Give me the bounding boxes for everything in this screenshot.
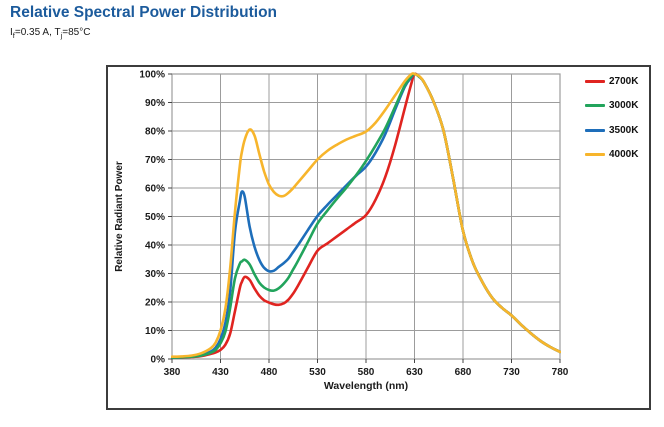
- x-tick-label: 780: [552, 367, 569, 378]
- legend-item-3000k: 3000K: [585, 94, 638, 119]
- legend-item-4000k: 4000K: [585, 143, 638, 168]
- page-title: Relative Spectral Power Distribution: [10, 4, 278, 21]
- y-tick-label: 90%: [145, 98, 165, 109]
- y-axis-title: Relative Radiant Power: [114, 161, 125, 272]
- x-axis-title: Wavelength (nm): [324, 380, 408, 392]
- y-tick-label: 100%: [139, 70, 165, 81]
- page-subtitle: If=0.35 A, Tj=85°C: [10, 27, 90, 40]
- legend-label: 2700K: [609, 75, 639, 87]
- x-tick-label: 680: [455, 367, 472, 378]
- chart-frame: 380 430 480 530 580 630 680 730 780 0% 10% 20% 30% 40…: [106, 65, 651, 410]
- legend-label: 4000K: [609, 149, 639, 161]
- subtitle-symbol-if: I: [10, 27, 13, 38]
- legend-swatch: [585, 153, 605, 157]
- legend-item-3500k: 3500K: [585, 118, 638, 143]
- y-tick-label: 50%: [145, 212, 165, 223]
- y-tick-label: 20%: [145, 298, 165, 309]
- y-tick-label: 70%: [145, 155, 165, 166]
- x-tick-label: 630: [406, 367, 423, 378]
- y-tick-label: 40%: [145, 241, 165, 252]
- x-tick-label: 530: [309, 367, 326, 378]
- subtitle-tail: =85°C: [62, 27, 91, 38]
- y-tick-label: 10%: [145, 326, 165, 337]
- chart-canvas: 380 430 480 530 580 630 680 730 780 0% 10% 20% 30% 40…: [114, 70, 569, 393]
- legend-swatch: [585, 128, 605, 132]
- y-tick-label: 60%: [145, 184, 165, 195]
- x-tick-label: 430: [212, 367, 229, 378]
- x-tick-label: 580: [358, 367, 375, 378]
- x-tick-label: 730: [503, 367, 520, 378]
- y-tick-label: 30%: [145, 269, 165, 280]
- x-tick-label: 380: [164, 367, 181, 378]
- subtitle-sub-f: f: [12, 31, 15, 40]
- legend-swatch: [585, 79, 605, 83]
- x-tick-label: 480: [261, 367, 278, 378]
- legend-label: 3500K: [609, 124, 639, 136]
- series-line-4000K: [171, 72, 561, 358]
- y-tick-label: 80%: [145, 127, 165, 138]
- legend-swatch: [585, 104, 605, 108]
- chart-legend: 2700K 3000K 3500K 4000K: [585, 69, 638, 167]
- legend-label: 3000K: [609, 100, 639, 112]
- subtitle-mid: =0.35 A, T: [14, 27, 61, 38]
- subtitle-sub-j: j: [60, 31, 63, 40]
- y-tick-label: 0%: [151, 355, 166, 366]
- legend-item-2700k: 2700K: [585, 69, 638, 94]
